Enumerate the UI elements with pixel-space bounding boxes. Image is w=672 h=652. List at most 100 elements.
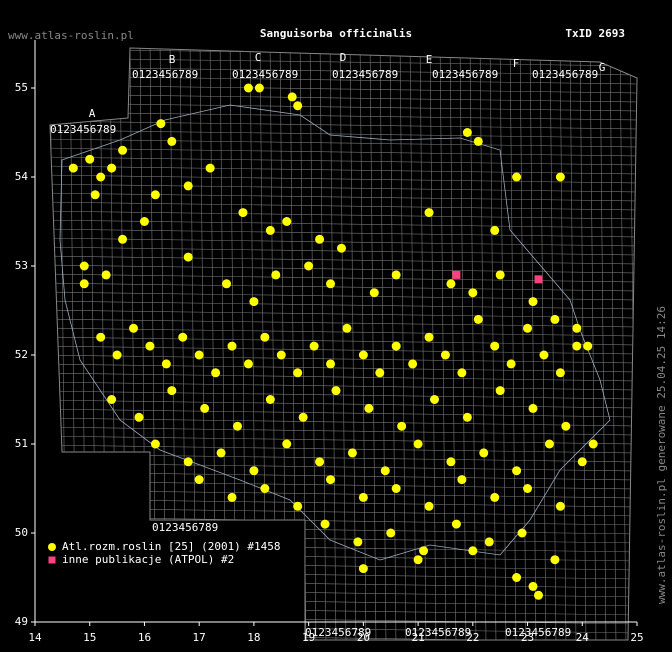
grid-line-v: [529, 48, 537, 640]
record-square: [452, 270, 461, 279]
record-dot: [446, 457, 456, 467]
grid-line-v: [579, 48, 587, 640]
record-dot: [304, 261, 314, 271]
grid-line-v: [299, 48, 307, 640]
grid-digits: 0123456789: [532, 68, 598, 81]
x-tick-label: 19: [302, 631, 315, 644]
grid-line-h: [50, 273, 637, 283]
record-dot: [238, 208, 248, 218]
record-dot: [577, 457, 587, 467]
grid-letter: E: [426, 53, 433, 66]
record-dot: [539, 350, 549, 360]
grid-letter: B: [169, 53, 176, 66]
record-dot: [309, 341, 319, 351]
record-dot: [572, 341, 582, 351]
record-dot: [222, 279, 232, 289]
record-dot: [424, 208, 434, 218]
x-tick-label: 20: [357, 631, 370, 644]
grid-line-h: [50, 165, 637, 175]
grid-line-h: [50, 471, 637, 481]
record-dot: [523, 484, 533, 493]
record-dot: [194, 350, 204, 360]
record-dot: [265, 225, 275, 235]
record-dot: [287, 92, 297, 102]
grid-line-v: [409, 48, 417, 640]
record-dot: [451, 519, 461, 529]
grid-line-h: [50, 84, 637, 94]
grid-line-v: [539, 48, 547, 640]
grid-line-h: [50, 291, 637, 301]
record-dot: [167, 136, 177, 146]
grid-line-h: [50, 120, 637, 130]
record-dot: [413, 439, 423, 449]
record-dot: [243, 83, 253, 93]
record-dot: [462, 128, 472, 137]
record-dot: [107, 395, 117, 404]
grid-line-h: [50, 417, 637, 427]
record-dot: [369, 288, 379, 298]
grid-letter: D: [340, 51, 347, 64]
record-dot: [408, 359, 418, 369]
record-dot: [227, 341, 237, 351]
record-dot: [260, 332, 270, 342]
record-dot: [446, 279, 456, 289]
grid-line-h: [50, 354, 637, 364]
record-dot: [380, 466, 390, 476]
grid-line-h: [50, 219, 637, 229]
record-dot: [129, 323, 139, 333]
x-tick-label: 24: [576, 631, 590, 644]
record-dot: [397, 421, 407, 431]
record-dot: [506, 359, 516, 369]
grid-line-h: [50, 525, 637, 535]
y-tick-label: 55: [15, 81, 28, 94]
x-tick-label: 23: [521, 631, 534, 644]
record-square: [534, 275, 543, 284]
record-dot: [583, 341, 593, 351]
record-dot: [282, 217, 292, 226]
x-tick-label: 25: [630, 631, 643, 644]
chart-title: Sanguisorba officinalis: [260, 27, 412, 40]
grid-line-h: [50, 606, 637, 616]
grid-line-h: [50, 183, 637, 193]
x-tick-label: 15: [83, 631, 96, 644]
record-dot: [391, 484, 401, 493]
grid-line-h: [50, 138, 637, 148]
grid-line-h: [50, 345, 637, 355]
grid-line-h: [50, 435, 637, 445]
record-dot: [424, 332, 434, 342]
grid-line-h: [50, 75, 637, 85]
grid-line-v: [569, 48, 577, 640]
y-tick-label: 53: [15, 259, 28, 272]
grid-line-v: [509, 48, 517, 640]
y-tick-label: 51: [15, 437, 28, 450]
grid-line-h: [50, 408, 637, 418]
record-dot: [555, 368, 565, 378]
record-dot: [457, 368, 467, 378]
grid-line-h: [50, 516, 637, 526]
record-dot: [85, 154, 95, 164]
legend-swatch: [48, 556, 56, 564]
record-dot: [298, 412, 308, 422]
record-dot: [364, 403, 374, 413]
grid-digits: 0123456789: [152, 521, 218, 534]
grid-letter: C: [255, 51, 262, 64]
record-dot: [249, 466, 259, 476]
grid-letter: G: [599, 61, 606, 74]
site-label: www.atlas-roslin.pl: [8, 29, 134, 42]
grid-line-v: [499, 48, 507, 640]
record-dot: [232, 421, 242, 431]
grid-frame: [49, 47, 638, 641]
record-dot: [424, 501, 434, 511]
grid-line-h: [50, 489, 637, 499]
grid-line-h: [50, 426, 637, 436]
grid-line-v: [399, 48, 407, 640]
record-dot: [331, 386, 341, 396]
grid-line-h: [50, 201, 637, 211]
grid-line-h: [50, 507, 637, 517]
record-dot: [194, 475, 204, 485]
record-dot: [282, 439, 292, 449]
grid-line-v: [549, 48, 557, 640]
grid-line-h: [50, 309, 637, 319]
record-dot: [260, 484, 270, 493]
